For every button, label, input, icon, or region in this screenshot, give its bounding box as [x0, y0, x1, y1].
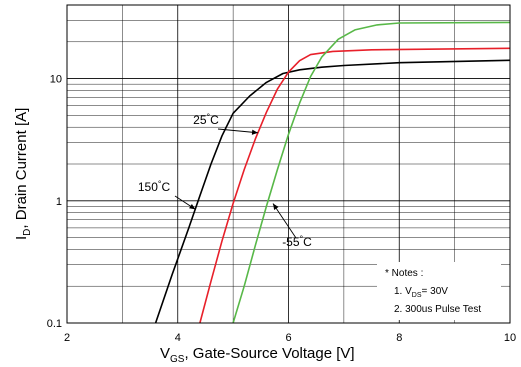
series-line	[232, 21, 511, 324]
x-axis-label: VGS, Gate-Source Voltage [V]	[160, 345, 355, 365]
y-tick-label: 1	[56, 196, 62, 208]
series-line	[199, 47, 511, 324]
series-line	[154, 59, 511, 324]
annotation-arrowhead	[272, 203, 279, 210]
notes-line-2: 2. 300us Pulse Test	[394, 304, 481, 315]
y-axis-label: ID, Drain Current [A]	[13, 108, 33, 240]
annotation-label: 150°C	[138, 179, 171, 194]
series-lines	[154, 21, 511, 324]
y-tick-labels: 0.1 1 10	[47, 74, 62, 330]
series-annotations: 150°C 25°C -55°C	[138, 112, 312, 249]
x-tick-label: 6	[285, 332, 291, 344]
annotation-label: -55°C	[282, 234, 312, 249]
notes-box: * Notes : 1. VDS= 30V 2. 300us Pulse Tes…	[377, 262, 501, 320]
notes-title: * Notes :	[385, 268, 423, 279]
x-tick-label: 8	[396, 332, 402, 344]
x-tick-label: 4	[175, 332, 181, 344]
annotation-label: 25°C	[193, 112, 219, 127]
annotation-arrow	[272, 203, 297, 239]
x-tick-label: 2	[64, 332, 70, 344]
annotation-arrow	[217, 128, 259, 134]
plot-frame	[66, 4, 511, 324]
x-tick-label: 10	[504, 332, 516, 344]
y-tick-label: 0.1	[47, 318, 62, 330]
notes-line-1: 1. VDS= 30V	[394, 286, 448, 299]
x-tick-labels: 2 4 6 8 10	[64, 332, 516, 344]
annotation-arrowhead	[251, 129, 259, 135]
annotation-arrowhead	[189, 203, 196, 210]
y-tick-label: 10	[50, 74, 62, 86]
